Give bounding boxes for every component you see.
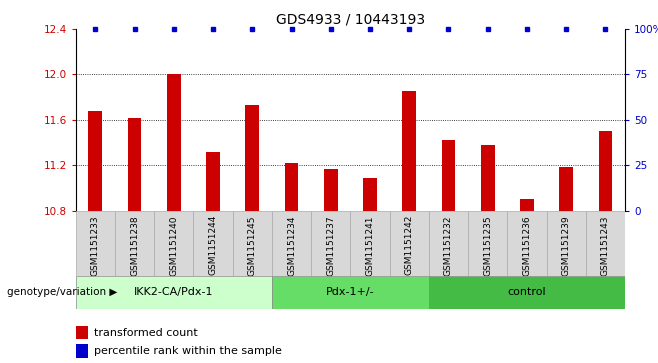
Text: control: control — [508, 287, 546, 297]
Text: genotype/variation ▶: genotype/variation ▶ — [7, 287, 117, 297]
Bar — [363, 178, 377, 211]
Bar — [390, 211, 429, 276]
Text: GSM1151243: GSM1151243 — [601, 215, 610, 276]
Text: GSM1151233: GSM1151233 — [91, 215, 100, 276]
Bar — [206, 152, 220, 211]
Bar — [245, 105, 259, 211]
Bar — [429, 211, 468, 276]
Bar — [115, 211, 154, 276]
Text: GSM1151238: GSM1151238 — [130, 215, 139, 276]
Text: Pdx-1+/-: Pdx-1+/- — [326, 287, 374, 297]
Text: transformed count: transformed count — [94, 327, 197, 338]
Bar — [76, 344, 88, 358]
Bar — [429, 276, 625, 309]
Bar — [128, 118, 141, 211]
Text: GSM1151234: GSM1151234 — [287, 215, 296, 276]
Text: IKK2-CA/Pdx-1: IKK2-CA/Pdx-1 — [134, 287, 214, 297]
Bar — [272, 211, 311, 276]
Text: GSM1151244: GSM1151244 — [209, 215, 218, 276]
Bar — [76, 211, 115, 276]
Bar — [311, 211, 351, 276]
Bar — [351, 211, 390, 276]
Bar — [547, 211, 586, 276]
Bar — [76, 326, 88, 339]
Bar — [154, 211, 193, 276]
Bar — [586, 211, 625, 276]
Bar — [233, 211, 272, 276]
Bar — [88, 111, 102, 211]
Bar — [507, 211, 547, 276]
Bar — [403, 91, 416, 211]
Bar — [442, 140, 455, 211]
Text: GSM1151242: GSM1151242 — [405, 215, 414, 276]
Bar — [76, 276, 272, 309]
Bar — [468, 211, 507, 276]
Text: GSM1151241: GSM1151241 — [365, 215, 374, 276]
Bar — [167, 74, 181, 211]
Text: GSM1151237: GSM1151237 — [326, 215, 336, 276]
Text: GSM1151245: GSM1151245 — [248, 215, 257, 276]
Text: percentile rank within the sample: percentile rank within the sample — [94, 346, 282, 356]
Bar — [285, 163, 298, 211]
Text: GSM1151239: GSM1151239 — [562, 215, 570, 276]
Bar — [324, 168, 338, 211]
Bar — [193, 211, 233, 276]
Bar — [599, 131, 613, 211]
Text: GSM1151236: GSM1151236 — [522, 215, 532, 276]
Bar — [481, 145, 495, 211]
Text: GSM1151240: GSM1151240 — [169, 215, 178, 276]
Bar — [520, 199, 534, 211]
Text: GSM1151232: GSM1151232 — [444, 215, 453, 276]
Text: GSM1151235: GSM1151235 — [483, 215, 492, 276]
Bar — [272, 276, 429, 309]
Bar — [559, 167, 573, 211]
Title: GDS4933 / 10443193: GDS4933 / 10443193 — [276, 12, 425, 26]
